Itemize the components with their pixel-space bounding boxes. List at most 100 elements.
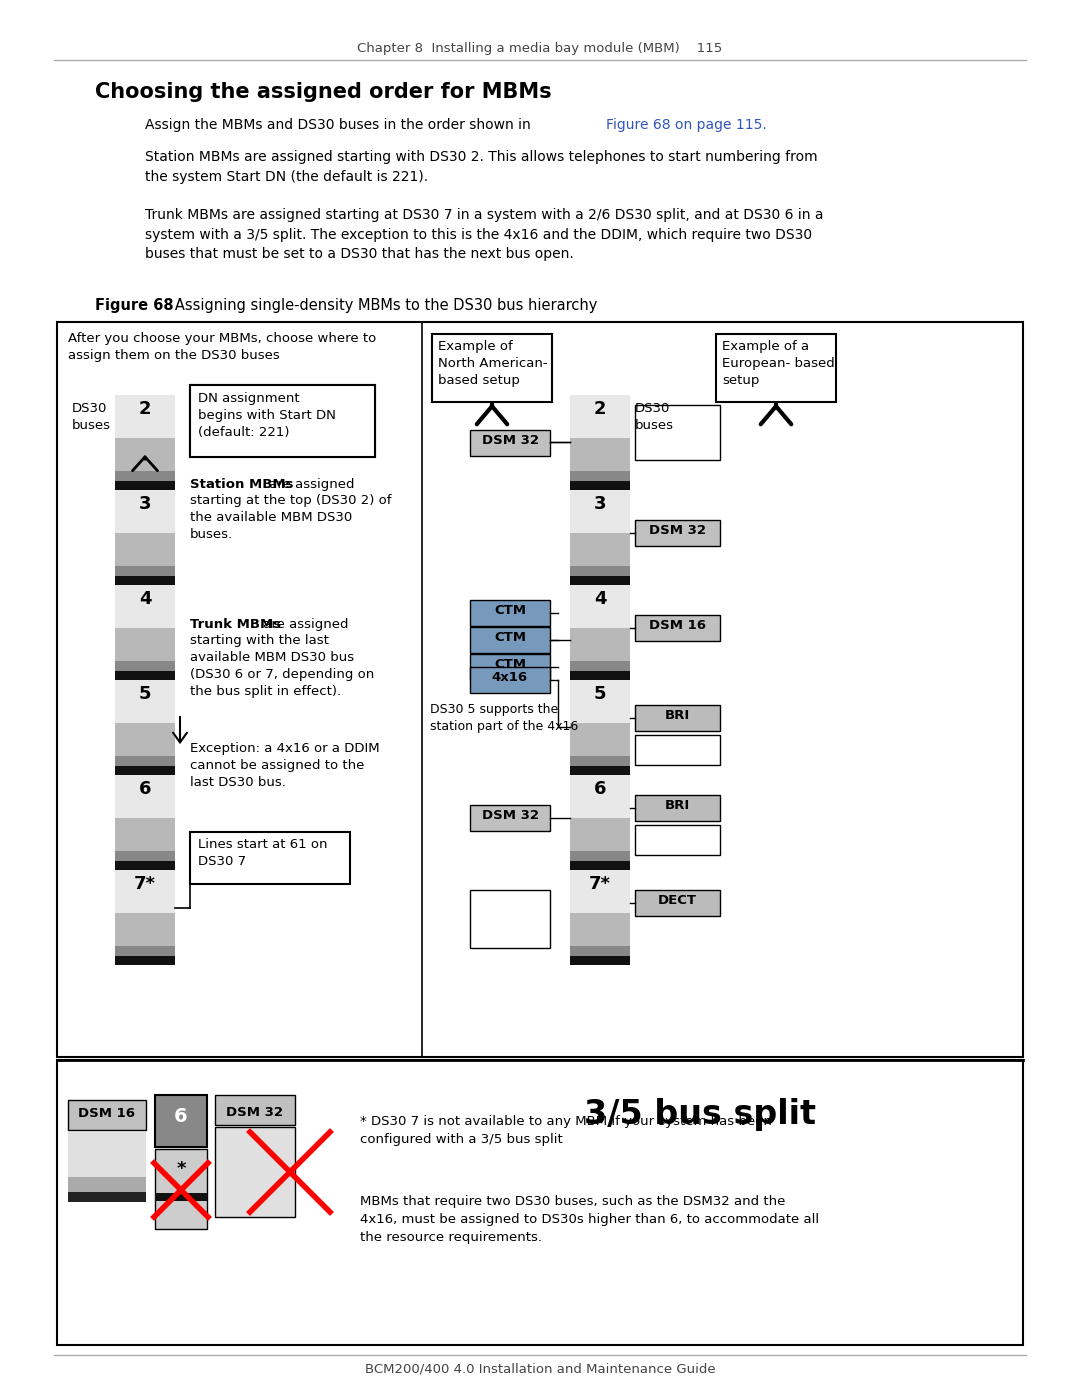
Bar xyxy=(114,627,175,661)
Text: DS30
buses: DS30 buses xyxy=(635,402,674,432)
Bar xyxy=(114,437,175,471)
Text: starting with the last
available MBM DS30 bus
(DS30 6 or 7, depending on
the bus: starting with the last available MBM DS3… xyxy=(190,634,375,698)
Bar xyxy=(570,437,630,471)
Bar xyxy=(570,817,630,851)
Bar xyxy=(635,405,720,460)
Bar xyxy=(190,386,375,457)
Text: BRI: BRI xyxy=(665,710,690,722)
Bar xyxy=(470,627,550,652)
Text: 5: 5 xyxy=(594,685,606,703)
Bar xyxy=(635,795,720,821)
Bar xyxy=(114,912,175,946)
Text: 5: 5 xyxy=(138,685,151,703)
Text: DSM 16: DSM 16 xyxy=(79,1106,135,1120)
Text: Choosing the assigned order for MBMs: Choosing the assigned order for MBMs xyxy=(95,82,552,102)
Bar xyxy=(114,766,175,775)
Bar xyxy=(68,1178,146,1192)
Bar xyxy=(635,826,720,855)
Bar xyxy=(635,615,720,641)
Bar xyxy=(720,338,840,407)
Bar xyxy=(570,585,630,627)
Text: Figure 68 on page 115.: Figure 68 on page 115. xyxy=(606,117,767,131)
Bar xyxy=(114,671,175,680)
Bar xyxy=(114,722,175,756)
Text: DECT: DECT xyxy=(658,894,697,907)
Text: Trunk MBMs are assigned starting at DS30 7 in a system with a 2/6 DS30 split, an: Trunk MBMs are assigned starting at DS30… xyxy=(145,208,824,261)
Text: 7*: 7* xyxy=(134,875,156,893)
Bar xyxy=(114,817,175,851)
Text: Trunk MBMs: Trunk MBMs xyxy=(190,617,281,631)
Text: are assigned: are assigned xyxy=(259,617,349,631)
Text: CTM: CTM xyxy=(494,631,526,644)
Bar xyxy=(68,1192,146,1201)
Text: are assigned: are assigned xyxy=(265,478,354,490)
Text: 4: 4 xyxy=(138,590,151,608)
Text: 4x16: 4x16 xyxy=(491,671,528,685)
Bar xyxy=(570,756,630,766)
Bar xyxy=(215,1095,295,1125)
Bar xyxy=(470,805,550,831)
Text: Chapter 8  Installing a media bay module (MBM)    115: Chapter 8 Installing a media bay module … xyxy=(357,42,723,54)
Text: MBMs that require two DS30 buses, such as the DSM32 and the
4x16, must be assign: MBMs that require two DS30 buses, such a… xyxy=(360,1194,819,1243)
Bar xyxy=(68,1132,146,1178)
Text: Example of
North American-
based setup: Example of North American- based setup xyxy=(438,339,548,387)
Text: DS30
buses: DS30 buses xyxy=(72,402,111,432)
Bar xyxy=(570,766,630,775)
Bar xyxy=(570,671,630,680)
Bar xyxy=(470,599,550,626)
Bar xyxy=(570,861,630,870)
Text: 2: 2 xyxy=(138,400,151,418)
Bar xyxy=(114,956,175,965)
Text: 6: 6 xyxy=(594,780,606,798)
Text: CTM: CTM xyxy=(494,604,526,617)
Bar xyxy=(570,490,630,532)
Bar xyxy=(570,532,630,566)
Bar xyxy=(114,870,175,912)
Bar xyxy=(156,1095,207,1147)
Bar xyxy=(635,705,720,731)
Text: Example of a
European- based
setup: Example of a European- based setup xyxy=(723,339,835,387)
Bar xyxy=(114,680,175,722)
Bar xyxy=(190,833,350,884)
Bar xyxy=(470,654,550,680)
Bar xyxy=(156,1193,207,1201)
Bar xyxy=(114,481,175,490)
Text: DSM 32: DSM 32 xyxy=(649,524,706,536)
Text: DSM 16: DSM 16 xyxy=(649,619,706,631)
Bar xyxy=(114,756,175,766)
Bar xyxy=(194,835,354,888)
Text: DSM 32: DSM 32 xyxy=(227,1106,283,1119)
Text: 2: 2 xyxy=(594,400,606,418)
Bar xyxy=(570,395,630,437)
Bar xyxy=(68,1099,146,1130)
Text: DSM 32: DSM 32 xyxy=(482,809,539,821)
Text: CTM: CTM xyxy=(494,658,526,671)
Text: 3: 3 xyxy=(138,495,151,513)
Bar xyxy=(190,386,375,457)
Text: * DS30 7 is not available to any MBM if your system has been
configured with a 3: * DS30 7 is not available to any MBM if … xyxy=(360,1115,772,1146)
Bar xyxy=(114,851,175,861)
Bar xyxy=(470,666,550,693)
Bar xyxy=(156,1148,207,1229)
Bar xyxy=(570,661,630,671)
Bar xyxy=(436,338,556,407)
Bar xyxy=(114,566,175,576)
Bar xyxy=(570,946,630,956)
Text: *: * xyxy=(176,1160,186,1178)
Bar xyxy=(114,395,175,437)
Bar xyxy=(570,912,630,946)
Text: DN assignment
begins with Start DN
(default: 221): DN assignment begins with Start DN (defa… xyxy=(198,393,336,439)
Bar xyxy=(570,851,630,861)
Text: 6: 6 xyxy=(174,1106,188,1126)
Text: After you choose your MBMs, choose where to
assign them on the DS30 buses: After you choose your MBMs, choose where… xyxy=(68,332,376,362)
Text: Exception: a 4x16 or a DDIM
cannot be assigned to the
last DS30 bus.: Exception: a 4x16 or a DDIM cannot be as… xyxy=(190,742,380,789)
Bar xyxy=(570,566,630,576)
Bar xyxy=(114,585,175,627)
Bar xyxy=(57,321,1023,1058)
Bar xyxy=(114,775,175,817)
Bar xyxy=(570,680,630,722)
Bar xyxy=(114,471,175,481)
Bar xyxy=(570,471,630,481)
Bar xyxy=(470,890,550,949)
Text: Station MBMs: Station MBMs xyxy=(190,478,294,490)
